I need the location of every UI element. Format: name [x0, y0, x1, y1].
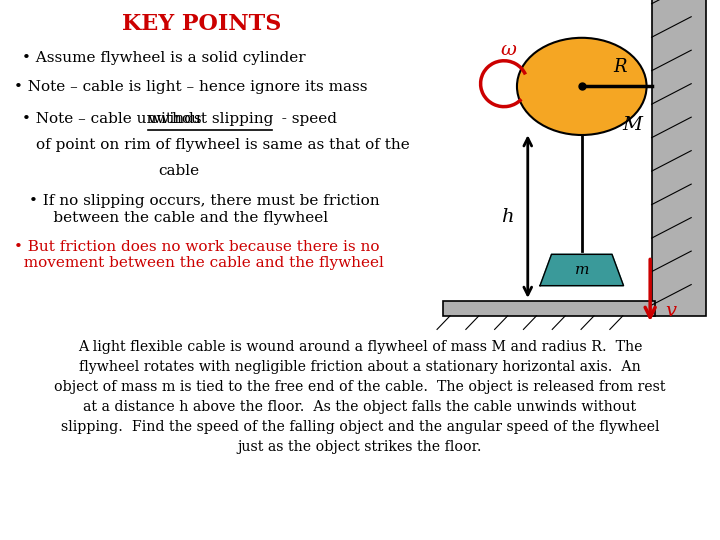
Text: • Assume flywheel is a solid cylinder: • Assume flywheel is a solid cylinder [22, 51, 305, 65]
Text: • Note – cable is light – hence ignore its mass: • Note – cable is light – hence ignore i… [14, 80, 368, 94]
Text: h: h [501, 207, 514, 226]
Text: M: M [622, 116, 642, 134]
Text: cable: cable [158, 164, 199, 178]
Text: - speed: - speed [272, 112, 337, 126]
Text: m: m [575, 263, 589, 277]
Circle shape [517, 38, 647, 135]
Bar [652, 0, 706, 316]
Text: of point on rim of flywheel is same as that of the: of point on rim of flywheel is same as t… [36, 138, 410, 152]
Polygon shape [540, 254, 624, 286]
Text: KEY POINTS: KEY POINTS [122, 14, 282, 36]
Text: • Note – cable unwinds: • Note – cable unwinds [22, 112, 206, 126]
Text: A light flexible cable is wound around a flywheel of mass M and radius R.  The
f: A light flexible cable is wound around a… [54, 340, 666, 455]
Text: R: R [613, 58, 626, 76]
Text: without slipping: without slipping [148, 112, 273, 126]
Text: v: v [665, 301, 676, 320]
Text: • But friction does no work because there is no
  movement between the cable and: • But friction does no work because ther… [14, 240, 384, 271]
Text: ω: ω [500, 40, 516, 59]
Text: • If no slipping occurs, there must be friction
     between the cable and the f: • If no slipping occurs, there must be f… [29, 194, 379, 225]
Bar [443, 301, 655, 316]
